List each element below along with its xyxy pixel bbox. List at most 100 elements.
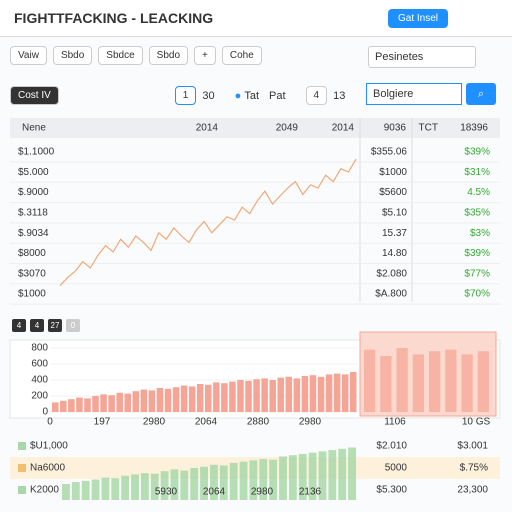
highlight-bar	[461, 354, 473, 412]
green-bar	[308, 452, 317, 500]
small-button-label: 27	[51, 321, 60, 330]
select-text: Pesinetes	[375, 51, 424, 63]
row-value: $1000	[379, 167, 407, 178]
row-value: $2.080	[376, 268, 407, 279]
green-bar	[62, 484, 70, 500]
green-bar	[71, 482, 80, 500]
row-value: 14.80	[382, 248, 407, 259]
bar	[253, 379, 260, 412]
row-pct: $70%	[464, 289, 490, 300]
y-tick-label: 400	[31, 375, 48, 386]
row-label: $U1,000	[30, 441, 68, 452]
x-tick-label: 197	[94, 417, 111, 428]
row-pct: $77%	[464, 268, 490, 279]
toolbar-button[interactable]: Sbdo	[52, 46, 93, 65]
bar	[309, 375, 317, 412]
bar	[124, 393, 132, 412]
search-input[interactable]: Bolgiere	[366, 83, 462, 105]
green-bar	[338, 448, 347, 500]
row-value: $2.010	[376, 441, 407, 452]
bar	[164, 388, 172, 412]
y-tick-label: 200	[31, 391, 48, 402]
bar	[68, 399, 75, 412]
search-button[interactable]: ⌕	[466, 83, 496, 105]
y-tick-label: 600	[31, 359, 48, 370]
row-label: $.9034	[18, 228, 49, 239]
column-header: 18396	[460, 123, 488, 134]
green-bar	[288, 455, 297, 500]
bar	[245, 380, 252, 412]
count[interactable]: 4	[305, 86, 328, 105]
x-tick-label: 10 GS	[462, 417, 491, 428]
radio-label: Pat	[269, 89, 286, 102]
bar	[221, 383, 228, 412]
toolbar-button[interactable]: Sbdo	[148, 46, 189, 65]
green-bar	[229, 462, 238, 500]
y-tick-label: 800	[31, 343, 48, 354]
x-tick-label: 2880	[247, 417, 270, 428]
bar	[172, 387, 180, 412]
row-label: $3070	[18, 268, 46, 279]
green-bar	[91, 479, 100, 500]
bar	[301, 376, 309, 412]
green-bar	[180, 470, 189, 500]
bar	[148, 390, 156, 412]
green-bar	[279, 456, 287, 500]
row-pct: 4.5%	[467, 187, 490, 198]
green-bar	[170, 469, 179, 500]
row-value: $5.10	[382, 208, 407, 219]
toolbar-button[interactable]: +	[194, 46, 216, 65]
bar	[277, 377, 285, 412]
row-value: $5600	[379, 187, 407, 198]
highlight-bar	[380, 356, 392, 412]
bar	[180, 385, 188, 412]
bar	[349, 372, 357, 412]
tag[interactable]: Cost IV	[10, 86, 59, 105]
bar	[341, 374, 349, 412]
toolbar-button[interactable]: Sbdce	[98, 46, 143, 65]
row-pct: $35%	[464, 208, 490, 219]
row-value: $355.06	[371, 147, 408, 158]
x-tick-label: 2136	[299, 487, 322, 498]
small-button	[48, 319, 62, 332]
toolbar-button[interactable]: Cohe	[221, 46, 262, 65]
row-value: $.75%	[460, 463, 488, 474]
toolbar-button[interactable]: Vaiw	[10, 46, 47, 65]
row-pct: $31%	[464, 167, 490, 178]
row-pct: $3%	[470, 228, 490, 239]
bar	[325, 374, 333, 412]
green-bar	[318, 451, 327, 500]
row-pct: $39%	[464, 248, 490, 259]
highlight-bar	[396, 348, 408, 412]
unit: 30	[202, 89, 215, 102]
green-bar	[219, 465, 228, 500]
select[interactable]: Pesinetes	[368, 46, 476, 68]
x-tick-label: 2980	[143, 417, 166, 428]
bar	[237, 380, 244, 412]
highlight-bar	[364, 349, 376, 412]
x-tick-label: 2980	[251, 487, 274, 498]
bar	[196, 384, 204, 412]
row-label: $.3118	[18, 208, 48, 219]
app-title: FIGHTTFACKING - LEACKING	[14, 10, 214, 26]
green-bar	[160, 471, 169, 500]
bar	[132, 391, 140, 412]
x-tick-label: 5930	[155, 487, 178, 498]
green-bar	[328, 450, 337, 500]
row-value: $5.300	[376, 485, 407, 496]
green-bar	[150, 473, 159, 500]
num-input[interactable]: 1	[174, 86, 197, 105]
bar	[100, 394, 107, 412]
green-bar	[200, 466, 208, 500]
small-button	[30, 319, 44, 332]
green-bar	[239, 461, 248, 500]
small-button-label: 4	[17, 321, 22, 330]
green-bar	[269, 459, 278, 500]
green-bar	[111, 478, 120, 500]
filters: Cost IV 1 30 ● Tat Pat 4 13	[10, 86, 345, 105]
header-button[interactable]: Gat Insel	[388, 8, 449, 28]
highlight-bar	[477, 351, 489, 412]
row-pct: $39%	[464, 147, 490, 158]
radio[interactable]: ●	[234, 89, 242, 102]
count-b: 13	[333, 89, 346, 102]
